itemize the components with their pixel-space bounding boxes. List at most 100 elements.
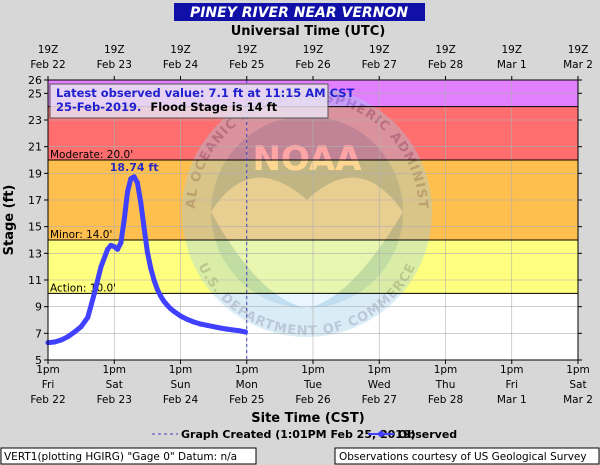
bottom-axis-title: Site Time (CST) [251,411,364,426]
x-bottom-tick-day: Sun [171,379,191,391]
x-bottom-tick-day: Sat [569,379,586,391]
y-tick-label: 26 [28,74,42,87]
observed-point [121,217,127,223]
x-top-tick-date: Feb 26 [295,59,331,71]
x-bottom-tick-time: 1pm [102,364,126,376]
observed-point [217,325,223,331]
x-top-tick-date: Feb 24 [163,59,199,71]
x-bottom-tick-time: 1pm [169,364,193,376]
y-tick-label: 17 [28,194,42,207]
y-tick-label: 9 [35,301,42,314]
observed-point [65,334,71,340]
y-tick-label: 23 [28,114,42,127]
observed-point [125,189,130,195]
x-top-tick-date: Feb 28 [428,59,463,71]
observed-point [151,277,157,283]
observed-point [224,326,230,332]
x-top-tick-date: Feb 25 [229,59,264,71]
legend-graph-created-label: Graph Created (1:01PM Feb 25, 2019) [181,428,416,441]
watermark-inner-disc [211,116,403,308]
x-top-tick-label: 19Z [170,44,191,56]
legend-observed-label: Observed [398,428,457,441]
observed-point [98,264,104,270]
observed-point [197,321,203,327]
x-top-tick-label: 19Z [236,44,257,56]
x-bottom-tick-date: Feb 24 [163,394,199,406]
title-bar [174,3,425,21]
observed-point [231,327,236,333]
x-bottom-tick-date: Mar 2 [563,394,593,406]
x-top-tick-label: 19Z [435,44,456,56]
watermark-outer-disc [182,87,432,337]
y-tick-label: 13 [28,247,42,260]
y-axis-title: Stage (ft) [2,185,17,256]
observed-point [111,244,117,250]
x-top-tick-date: Mar 1 [497,59,527,71]
x-bottom-tick-day: Fri [505,379,518,391]
x-bottom-tick-date: Feb 27 [362,394,397,406]
x-top-tick-label: 19Z [501,44,522,56]
x-top-tick-date: Feb 27 [362,59,397,71]
footer-right-text: Observations courtesy of US Geological S… [339,451,587,463]
x-bottom-tick-day: Sat [106,379,123,391]
threshold-labels: Moderate: 20.0' Minor: 14.0' Action: 10.0' [50,149,133,294]
observed-point [72,329,77,335]
x-top-tick-date: Feb 23 [97,59,132,71]
observed-point [164,302,170,308]
observed-point [85,314,91,320]
observed-point [161,298,167,304]
x-bottom-tick-time: 1pm [36,364,60,376]
observed-point [154,286,160,292]
observed-point [191,319,197,325]
crest-label: 18.74 ft [110,161,159,174]
x-bottom-tick-day: Tue [303,379,322,391]
footer-left-box [0,447,257,465]
x-bottom-tick-day: Fri [42,379,55,391]
observed-point [184,316,190,322]
y-tick-label: 11 [28,274,42,287]
observed-point [158,293,164,299]
observed-point [211,324,217,330]
x-bottom-tick-time: 1pm [301,364,325,376]
observed-point [134,180,140,186]
x-bottom-tick-date: Feb 25 [229,394,264,406]
x-top-tick-date: Mar 2 [563,59,593,71]
observed-point [52,339,58,345]
notice-line-2: 25-Feb-2019. Flood Stage is 14 ft [56,100,278,114]
y-tick-label: 19 [28,167,42,180]
x-top-tick-label: 19Z [303,44,324,56]
observed-point [168,306,174,312]
y-tick-label: 5 [35,354,42,367]
observed-point [138,200,144,206]
observed-point [141,225,147,231]
observed-point [131,174,137,180]
x-bottom-tick-time: 1pm [500,364,524,376]
observed-point [242,329,248,335]
x-bottom-tick-day: Mon [236,379,258,391]
x-axis-bottom-ticks: 1pm Fri Feb 22 1pm Sat Feb 23 1pm Sun Feb 24 1pm M… [30,360,593,406]
observed-point [148,265,154,271]
observed-point [91,290,97,296]
x-top-tick-label: 19Z [369,44,390,56]
threshold-label: Action: 10.0' [50,282,116,294]
legend-observed-marker [378,431,384,437]
watermark-noaa: NOAA [252,139,362,179]
x-bottom-tick-date: Feb 22 [30,394,65,406]
watermark-gull-shape [211,177,403,308]
x-bottom-tick-time: 1pm [367,364,391,376]
footer-right-box [334,447,600,465]
observed-point [118,240,124,246]
footer-left-text: VERT1(plotting HGIRG) "Gage 0" Datum: n/… [4,451,237,463]
x-axis-top-ticks: 19Z Feb 22 19Z Feb 23 19Z Feb 24 19Z Feb 25 19Z F… [30,44,593,80]
observed-point [115,246,121,252]
x-top-tick-date: Feb 22 [30,59,65,71]
x-top-tick-label: 19Z [38,44,59,56]
observed-point [144,249,150,255]
observed-point [178,313,183,319]
x-bottom-tick-day: Thu [435,379,456,391]
notice-flood-stage: Flood Stage is 14 ft [150,100,277,114]
x-bottom-tick-time: 1pm [434,364,458,376]
observed-point [204,322,210,328]
